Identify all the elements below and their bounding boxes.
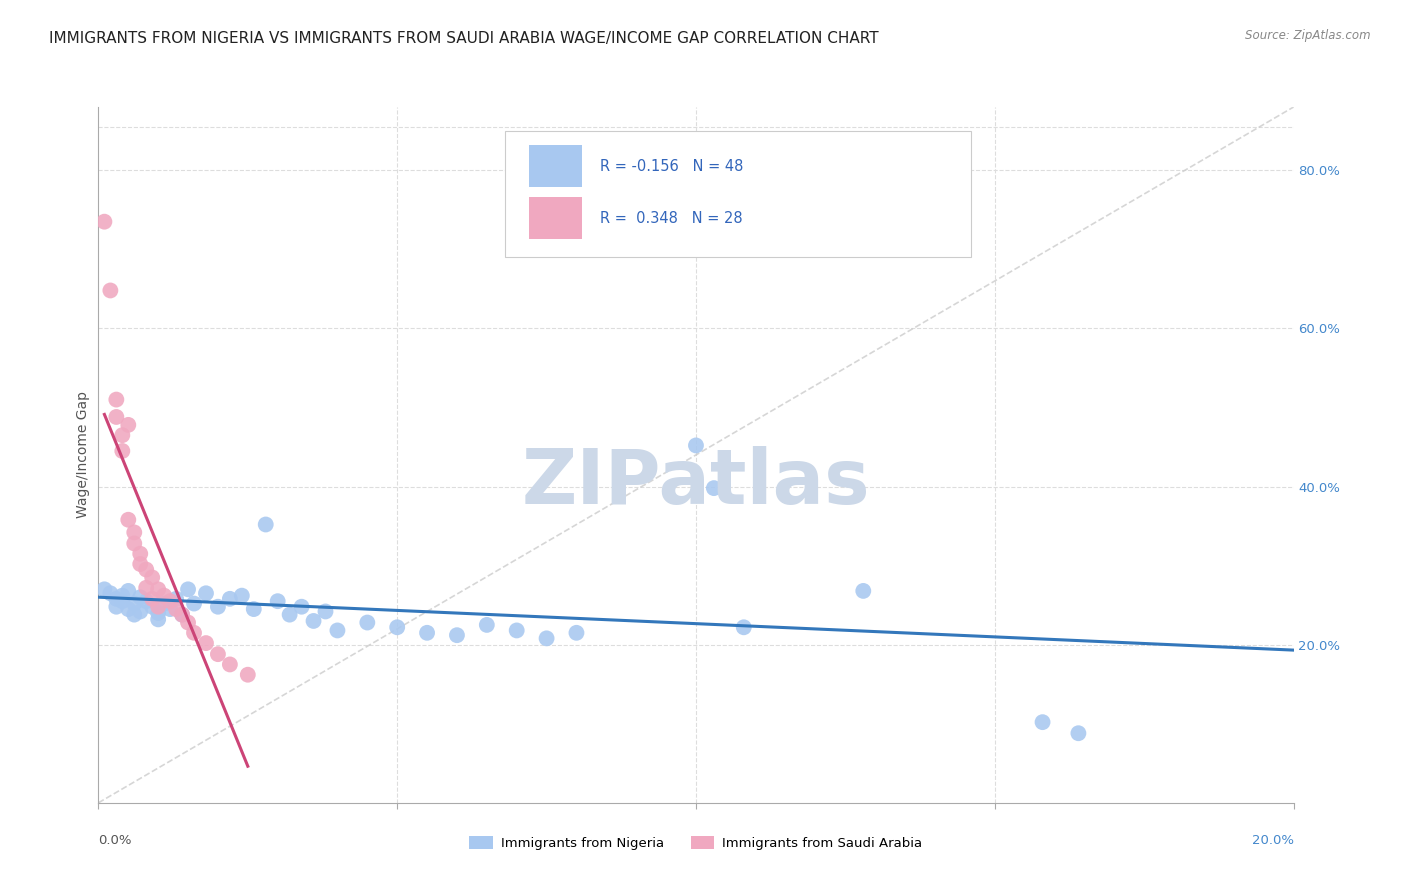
Point: [105, 599, 128, 614]
Point: [565, 625, 588, 640]
Point: [416, 625, 439, 640]
Point: [315, 605, 337, 619]
Point: [703, 481, 725, 495]
Point: [117, 602, 139, 616]
Text: R =  0.348   N = 28: R = 0.348 N = 28: [600, 211, 742, 226]
Point: [231, 589, 253, 603]
Point: [207, 647, 229, 661]
Point: [148, 606, 170, 620]
Point: [129, 557, 152, 571]
Point: [183, 597, 205, 611]
Point: [267, 594, 290, 608]
Point: [159, 594, 181, 608]
Point: [446, 628, 468, 642]
Point: [111, 589, 134, 603]
Point: [177, 615, 200, 630]
Text: 20.0%: 20.0%: [1251, 834, 1294, 847]
Point: [172, 607, 194, 622]
Point: [93, 582, 115, 597]
Point: [243, 602, 266, 616]
Point: [117, 417, 139, 432]
Point: [254, 517, 277, 532]
FancyBboxPatch shape: [529, 145, 582, 187]
Point: [172, 607, 194, 622]
Text: Source: ZipAtlas.com: Source: ZipAtlas.com: [1246, 29, 1371, 42]
Point: [165, 602, 187, 616]
Point: [124, 607, 146, 622]
Point: [135, 594, 157, 608]
Point: [852, 583, 875, 598]
Point: [129, 591, 152, 605]
Point: [475, 618, 498, 632]
Point: [326, 624, 349, 638]
Point: [195, 586, 218, 600]
Point: [356, 615, 378, 630]
Point: [506, 624, 529, 638]
Text: R = -0.156   N = 48: R = -0.156 N = 48: [600, 159, 744, 174]
Point: [153, 597, 176, 611]
Point: [105, 392, 128, 407]
Point: [685, 438, 707, 452]
Point: [148, 599, 170, 614]
Point: [135, 581, 157, 595]
Point: [117, 513, 139, 527]
Point: [105, 591, 128, 606]
Point: [219, 657, 242, 672]
Point: [207, 599, 229, 614]
Point: [1032, 715, 1054, 730]
Point: [165, 591, 187, 606]
Point: [141, 599, 163, 614]
Point: [93, 215, 115, 229]
Point: [236, 667, 259, 681]
Point: [278, 607, 301, 622]
Point: [159, 602, 181, 616]
Point: [100, 586, 122, 600]
Point: [135, 563, 157, 577]
Point: [141, 591, 163, 606]
Point: [1067, 726, 1090, 740]
Point: [177, 582, 200, 597]
Point: [117, 583, 139, 598]
Legend: Immigrants from Nigeria, Immigrants from Saudi Arabia: Immigrants from Nigeria, Immigrants from…: [464, 830, 928, 855]
Point: [111, 428, 134, 442]
Point: [291, 599, 314, 614]
Point: [219, 591, 242, 606]
Text: 0.0%: 0.0%: [98, 834, 132, 847]
Point: [733, 620, 755, 634]
Point: [100, 284, 122, 298]
Point: [141, 570, 163, 584]
Point: [536, 632, 558, 646]
Point: [148, 612, 170, 626]
Text: ZIPatlas: ZIPatlas: [522, 446, 870, 520]
Point: [148, 582, 170, 597]
Point: [129, 605, 152, 619]
FancyBboxPatch shape: [505, 131, 970, 257]
Point: [124, 536, 146, 550]
Point: [129, 547, 152, 561]
Point: [195, 636, 218, 650]
Point: [153, 589, 176, 603]
Point: [385, 620, 409, 634]
Point: [124, 525, 146, 540]
Point: [105, 409, 128, 424]
Y-axis label: Wage/Income Gap: Wage/Income Gap: [76, 392, 90, 518]
Text: IMMIGRANTS FROM NIGERIA VS IMMIGRANTS FROM SAUDI ARABIA WAGE/INCOME GAP CORRELAT: IMMIGRANTS FROM NIGERIA VS IMMIGRANTS FR…: [49, 31, 879, 46]
Point: [124, 597, 146, 611]
FancyBboxPatch shape: [529, 197, 582, 239]
Point: [111, 444, 134, 458]
Point: [111, 594, 134, 608]
Point: [302, 614, 325, 628]
Point: [183, 625, 205, 640]
